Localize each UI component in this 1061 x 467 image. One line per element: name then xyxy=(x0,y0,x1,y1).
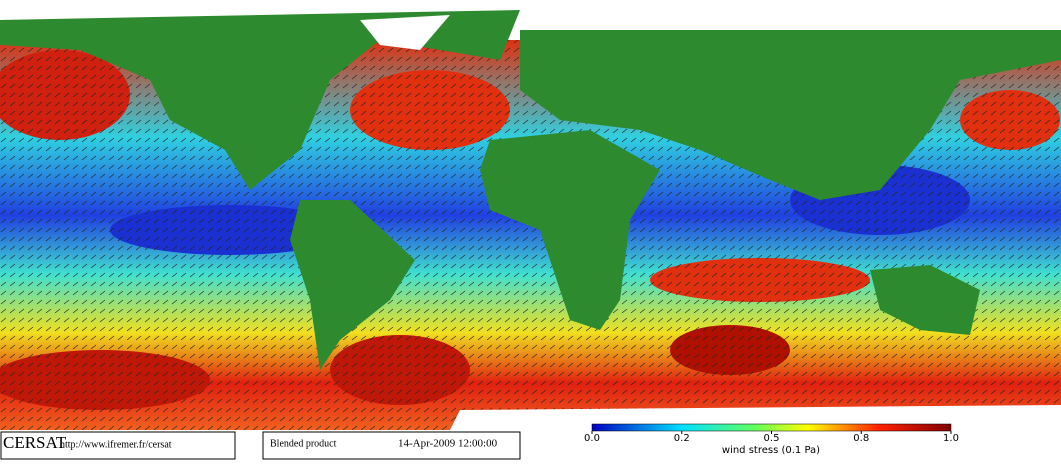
date: 14-Apr-2009 12:00:00 xyxy=(398,438,498,450)
colorbar-label: wind stress (0.1 Pa) xyxy=(722,445,820,456)
tick-label: 1.0 xyxy=(943,433,959,444)
land xyxy=(0,5,1061,430)
product-box xyxy=(262,431,521,460)
tick-label: 0.5 xyxy=(764,433,780,444)
product: Blended product xyxy=(270,438,337,449)
colorbar xyxy=(591,423,952,432)
url: http://www.ifremer.fr/cersat xyxy=(60,439,172,450)
tick-label: 0.0 xyxy=(584,433,600,444)
tick-label: 0.8 xyxy=(853,433,869,444)
colorbar-ticks: 0.0 0.2 0.5 0.8 1.0 xyxy=(584,431,959,444)
tick-label: 0.2 xyxy=(674,433,690,444)
logo-box xyxy=(0,431,236,460)
logo: CERSAT xyxy=(3,433,67,452)
